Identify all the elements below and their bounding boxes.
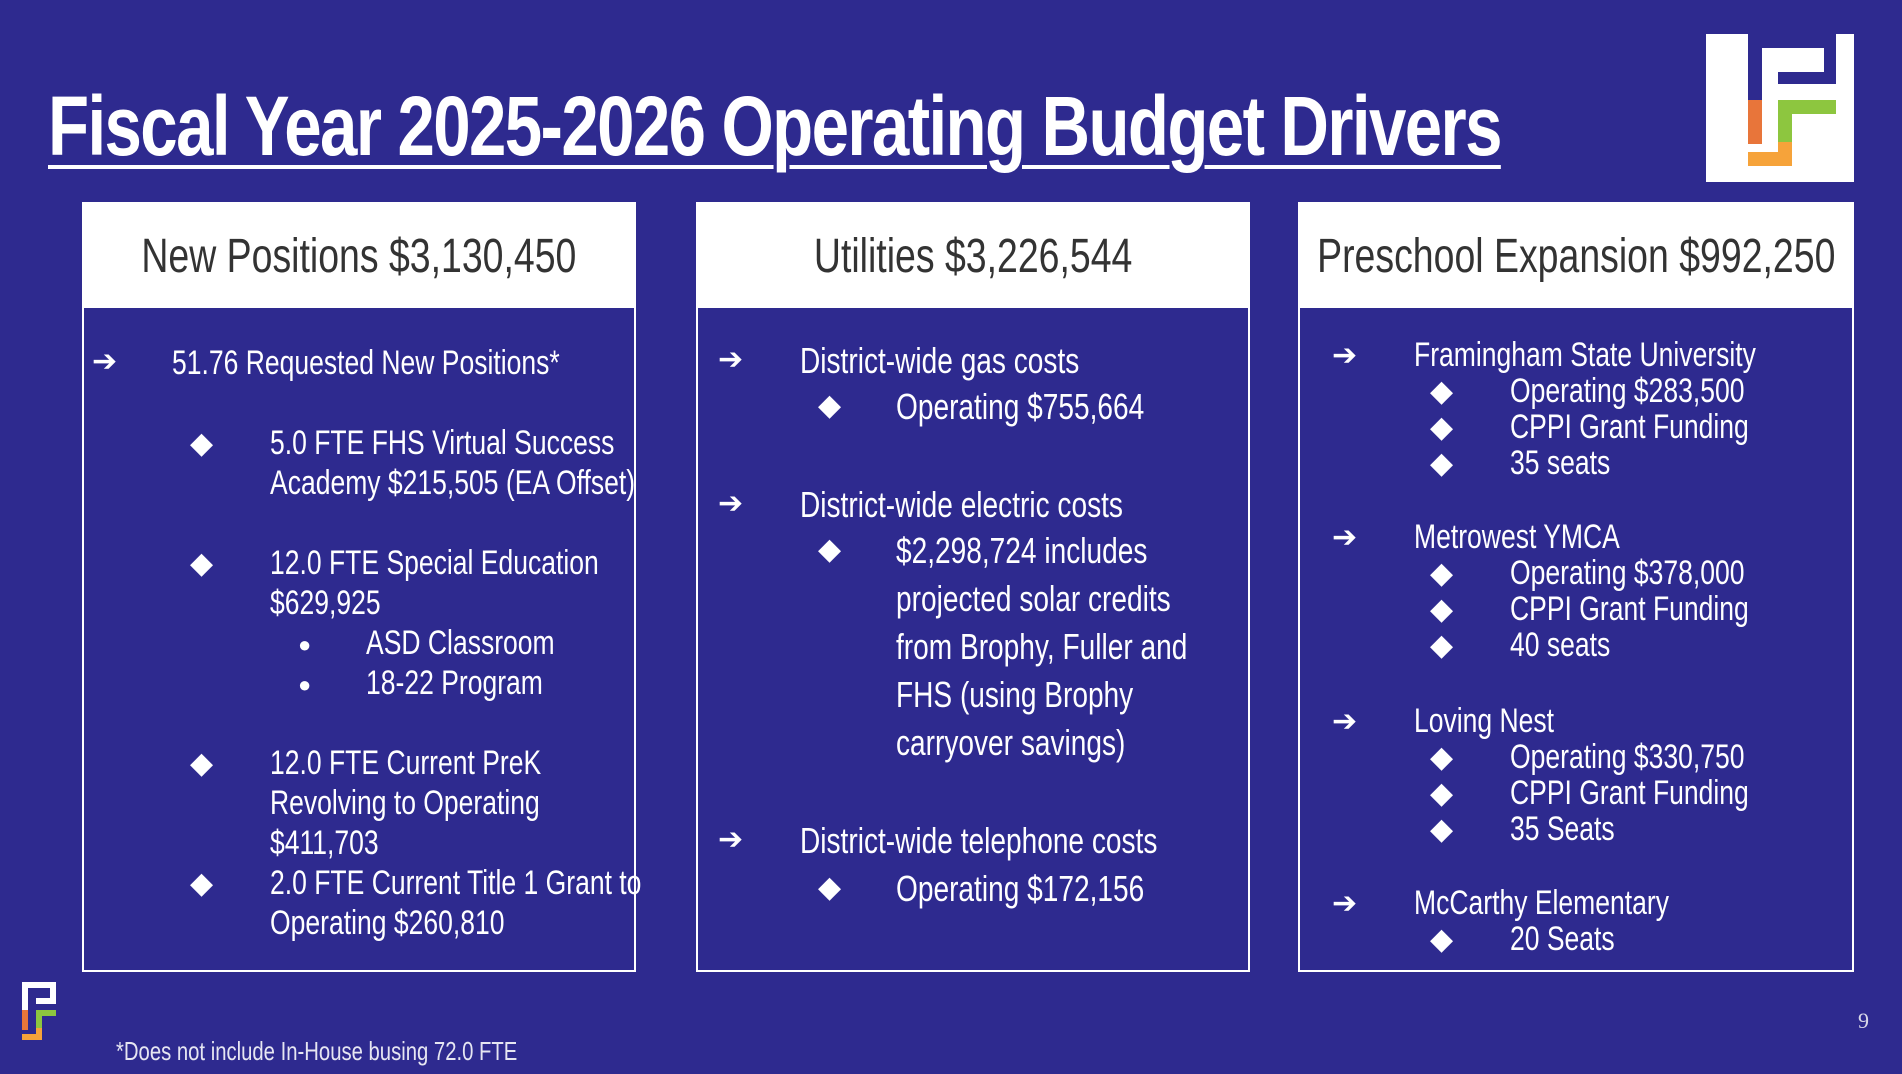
panel-utilities: Utilities $3,226,544 ➔ District-wide gas…: [696, 202, 1250, 972]
list-item: District-wide electric costs: [800, 484, 1123, 525]
panel-heading: New Positions $3,130,450: [84, 204, 634, 308]
list-item: CPPI Grant Funding: [1510, 774, 1749, 812]
list-item: Operating $755,664: [896, 386, 1145, 427]
diamond-icon: ◆: [1430, 557, 1454, 590]
list-item: Operating $260,810: [270, 904, 505, 942]
slide-title: Fiscal Year 2025-2026 Operating Budget D…: [48, 79, 1502, 173]
list-item: Loving Nest: [1414, 702, 1555, 740]
diamond-icon: ◆: [1430, 923, 1454, 956]
diamond-icon: ◆: [1430, 375, 1454, 408]
panel-heading: Preschool Expansion $992,250: [1300, 204, 1852, 308]
panel-heading: Utilities $3,226,544: [698, 204, 1248, 308]
arrow-icon: ➔: [92, 345, 118, 378]
list-item: 40 seats: [1510, 626, 1611, 664]
list-item: District-wide telephone costs: [800, 820, 1158, 861]
district-logo-small: [18, 980, 60, 1050]
dot-icon: ●: [298, 672, 312, 697]
list-item: CPPI Grant Funding: [1510, 590, 1749, 628]
arrow-icon: ➔: [1332, 339, 1358, 372]
arrow-icon: ➔: [718, 487, 744, 520]
list-item: $2,298,724 includes: [896, 530, 1148, 571]
footnote: *Does not include In-House busing 72.0 F…: [116, 1036, 518, 1066]
list-item: Revolving to Operating: [270, 784, 540, 822]
list-item: FHS (using Brophy: [896, 674, 1134, 715]
list-item: ASD Classroom: [366, 624, 555, 662]
list-item: Framingham State University: [1414, 336, 1756, 374]
list-item: Operating $283,500: [1510, 372, 1745, 410]
diamond-icon: ◆: [1430, 813, 1454, 846]
list-item: Operating $172,156: [896, 868, 1145, 909]
list-item: Academy $215,505 (EA Offset): [270, 464, 636, 502]
list-item: Metrowest YMCA: [1414, 518, 1620, 556]
list-item: 35 seats: [1510, 444, 1611, 482]
panel-new-positions: New Positions $3,130,450 ➔ 51.76 Request…: [82, 202, 641, 972]
diamond-icon: ◆: [190, 867, 214, 900]
list-item: carryover savings): [896, 722, 1126, 763]
panel-preschool-expansion: Preschool Expansion $992,250 ➔ Framingha…: [1298, 202, 1854, 972]
list-item: 35 Seats: [1510, 810, 1615, 848]
list-item: 20 Seats: [1510, 920, 1615, 958]
district-logo: [1706, 34, 1854, 182]
diamond-icon: ◆: [190, 747, 214, 780]
list-item: 5.0 FTE FHS Virtual Success: [270, 424, 615, 462]
list-item: CPPI Grant Funding: [1510, 408, 1749, 446]
arrow-icon: ➔: [1332, 521, 1358, 554]
list-item: 51.76 Requested New Positions*: [172, 344, 560, 382]
diamond-icon: ◆: [1430, 411, 1454, 444]
arrow-icon: ➔: [1332, 887, 1358, 920]
diamond-icon: ◆: [1430, 777, 1454, 810]
list-item: Operating $330,750: [1510, 738, 1745, 776]
diamond-icon: ◆: [818, 533, 842, 566]
diamond-icon: ◆: [1430, 629, 1454, 662]
dot-icon: ●: [298, 632, 312, 657]
arrow-icon: ➔: [1332, 705, 1358, 738]
diamond-icon: ◆: [818, 871, 842, 904]
diamond-icon: ◆: [190, 547, 214, 580]
list-item: McCarthy Elementary: [1414, 884, 1669, 922]
list-item: from Brophy, Fuller and: [896, 626, 1188, 667]
list-item: projected solar credits: [896, 578, 1171, 619]
list-item: 12.0 FTE Current PreK: [270, 744, 542, 782]
list-item: 2.0 FTE Current Title 1 Grant to: [270, 864, 642, 902]
list-item: Operating $378,000: [1510, 554, 1745, 592]
diamond-icon: ◆: [1430, 447, 1454, 480]
arrow-icon: ➔: [718, 343, 744, 376]
diamond-icon: ◆: [190, 427, 214, 460]
list-item: $629,925: [270, 584, 381, 622]
page-number: 9: [1858, 1008, 1869, 1033]
diamond-icon: ◆: [1430, 593, 1454, 626]
list-item: 18-22 Program: [366, 664, 543, 702]
list-item: 12.0 FTE Special Education: [270, 544, 599, 582]
list-item: District-wide gas costs: [800, 340, 1080, 381]
arrow-icon: ➔: [718, 823, 744, 856]
diamond-icon: ◆: [1430, 741, 1454, 774]
diamond-icon: ◆: [818, 389, 842, 422]
list-item: $411,703: [270, 824, 379, 862]
